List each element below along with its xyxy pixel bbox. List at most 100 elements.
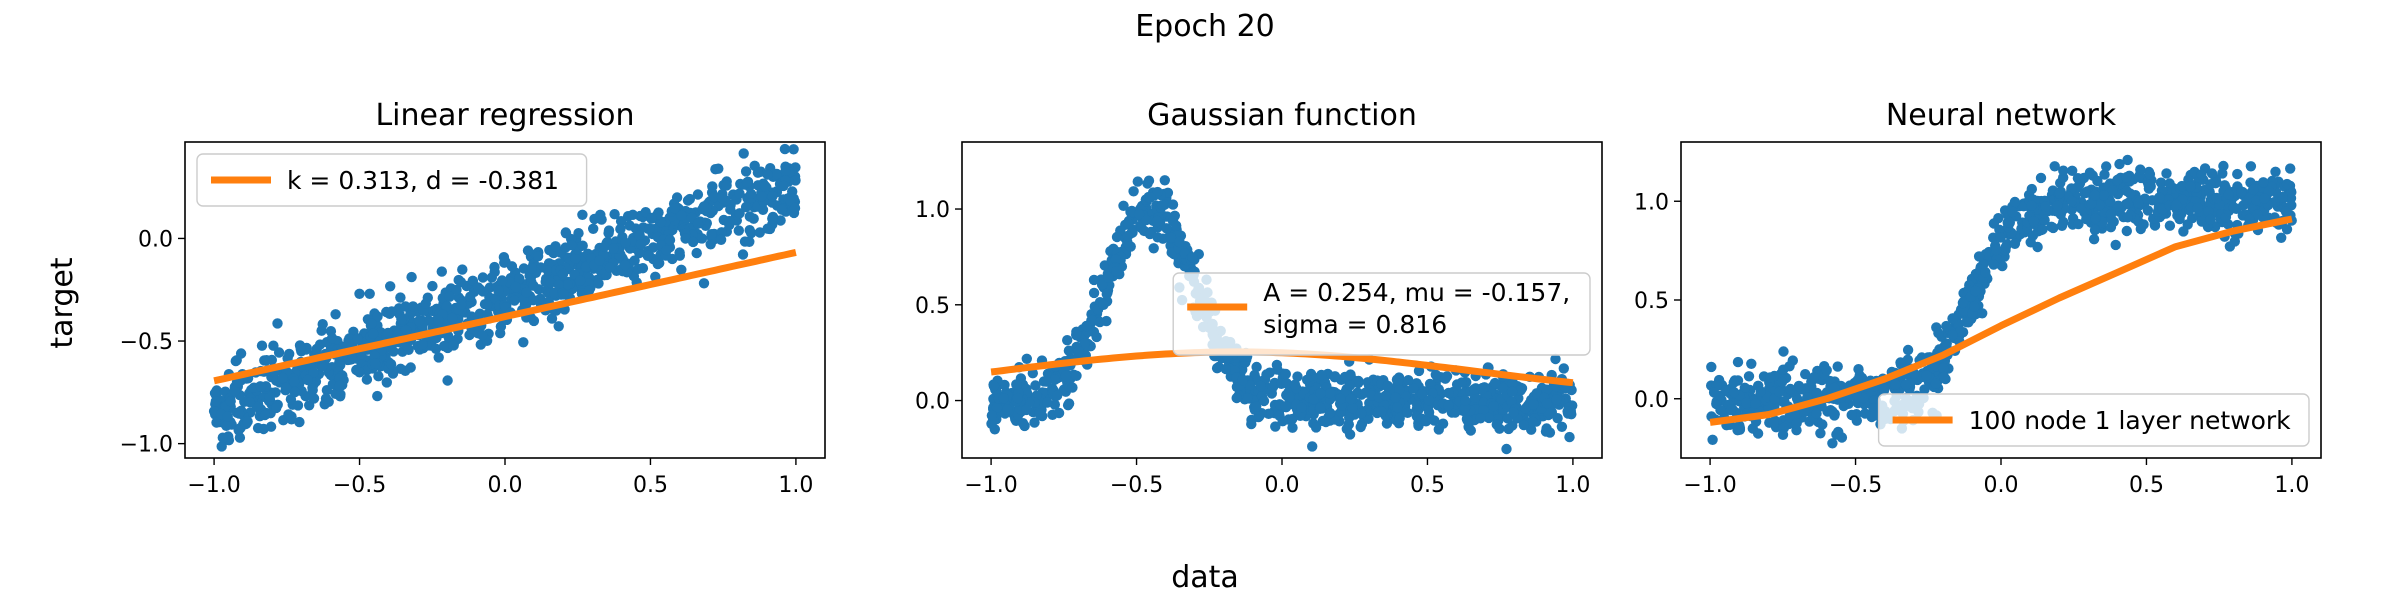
scatter-point	[724, 215, 735, 227]
scatter-point	[1462, 415, 1473, 426]
scatter-point	[780, 165, 791, 177]
scatter-point	[326, 332, 338, 344]
scatter-point	[1846, 409, 1857, 421]
scatter-point	[734, 188, 745, 199]
scatter-point	[255, 381, 267, 392]
scatter-point	[242, 416, 253, 427]
scatter-point	[635, 239, 647, 250]
scatter-point	[1779, 396, 1790, 407]
scatter-point	[560, 227, 571, 238]
scatter-point	[1878, 384, 1890, 395]
scatter-point	[2281, 224, 2293, 235]
scatter-point	[706, 229, 717, 240]
scatter-point	[1292, 371, 1303, 382]
scatter-point	[2009, 196, 2021, 208]
scatter-point	[373, 371, 384, 382]
scatter-point	[369, 358, 381, 369]
scatter-point	[1310, 422, 1322, 433]
scatter-point	[1564, 431, 1575, 443]
scatter-point	[1440, 373, 1451, 384]
scatter-point	[2121, 172, 2132, 183]
scatter-point	[1165, 232, 1177, 243]
scatter-point	[1541, 398, 1553, 409]
scatter-point	[744, 236, 755, 247]
legend: A = 0.254, mu = -0.157, sigma = 0.816	[1172, 272, 1591, 356]
scatter-point	[244, 397, 256, 408]
scatter-point	[1271, 359, 1283, 371]
scatter-point	[1412, 400, 1423, 411]
scatter-point	[381, 377, 392, 388]
scatter-point	[624, 220, 635, 231]
scatter-point	[1778, 364, 1789, 375]
scatter-point	[1706, 361, 1717, 373]
scatter-point	[1483, 412, 1495, 424]
scatter-point	[593, 278, 604, 289]
scatter-point	[573, 228, 584, 239]
scatter-point	[664, 234, 676, 246]
scatter-point	[737, 249, 749, 260]
scatter-point	[2205, 179, 2216, 190]
scatter-point	[2114, 158, 2125, 170]
scatter-point	[1531, 388, 1542, 399]
scatter-point	[1315, 388, 1326, 399]
scatter-point	[604, 262, 616, 273]
scatter-point	[405, 362, 416, 373]
scatter-point	[1980, 266, 1991, 278]
scatter-point	[385, 281, 396, 292]
scatter-point	[1096, 279, 1108, 290]
scatter-point	[615, 223, 626, 235]
scatter-point	[1052, 390, 1063, 401]
scatter-point	[588, 223, 599, 234]
scatter-point	[288, 376, 300, 387]
scatter-point	[1708, 387, 1720, 398]
scatter-point	[1970, 285, 1981, 297]
panel-linear-regression: Linear regression −1.0 −0.5 0.0 0.5 1.0 −1.0 −0…	[120, 98, 826, 498]
scatter-point	[222, 411, 233, 422]
scatter-point	[1307, 441, 1318, 452]
scatter-point	[687, 236, 699, 248]
scatter-point	[1443, 400, 1454, 411]
scatter-point	[776, 204, 788, 215]
scatter-point	[752, 167, 764, 178]
scatter-point	[1118, 200, 1129, 211]
scatter-point	[372, 390, 383, 402]
legend-box	[1877, 393, 2310, 447]
scatter-point	[1159, 175, 1171, 186]
scatter-point	[1488, 400, 1499, 412]
scatter-point	[2176, 180, 2188, 192]
scatter-point	[400, 301, 411, 312]
scatter-point	[2037, 224, 2048, 235]
scatter-point	[2105, 196, 2116, 207]
scatter-point	[209, 388, 221, 399]
scatter-point	[2089, 189, 2100, 201]
scatter-point	[692, 218, 704, 229]
scatter-point	[1392, 402, 1403, 413]
scatter-point	[2161, 168, 2172, 179]
scatter-point	[441, 300, 453, 312]
scatter-point	[352, 333, 363, 345]
scatter-point	[1381, 418, 1393, 429]
scatter-point	[2171, 199, 2182, 211]
scatter-point	[1868, 402, 1879, 414]
x-tick-label: 1.0	[778, 473, 813, 498]
scatter-point	[1246, 418, 1257, 430]
scatter-point	[1852, 375, 1863, 386]
scatter-point	[259, 409, 271, 421]
scatter-point	[1251, 361, 1262, 373]
scatter-point	[420, 298, 431, 309]
scatter-point	[1133, 208, 1145, 220]
scatter-point	[1550, 353, 1561, 365]
scatter-point	[1778, 346, 1789, 357]
scatter-point	[698, 201, 710, 212]
scatter-point	[1394, 412, 1405, 424]
scatter-point	[574, 275, 586, 286]
x-tick-label: 0.0	[1984, 473, 2019, 498]
scatter-point	[292, 400, 304, 411]
scatter-point	[1477, 383, 1488, 395]
scatter-point	[2232, 168, 2243, 180]
scatter-point	[268, 340, 279, 351]
scatter-point	[526, 263, 537, 274]
scatter-point	[1020, 404, 1032, 416]
scatter-point	[493, 285, 504, 296]
scatter-point	[2133, 197, 2144, 208]
